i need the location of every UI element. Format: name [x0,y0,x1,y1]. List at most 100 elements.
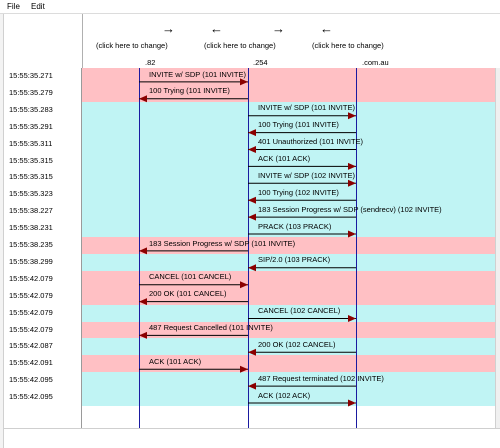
message-row[interactable] [82,372,495,390]
menu-file[interactable]: File [7,2,20,11]
message-row[interactable] [82,186,495,204]
timestamp: 15:55:35.315 [9,155,53,165]
message-arrow[interactable] [248,162,356,170]
timestamp-column [4,68,82,428]
message-row[interactable] [82,355,495,373]
message-arrow[interactable] [248,129,356,137]
arrowhead [248,213,256,221]
message-arrow[interactable] [139,78,248,86]
timestamp: 15:55:42.079 [9,290,53,300]
change-link-2[interactable]: (click here to change) [204,41,276,50]
arrowhead [348,315,356,322]
message-row[interactable] [82,169,495,187]
message-arrow[interactable] [139,365,248,373]
node-label-3: .com.au [362,58,389,67]
change-link-3[interactable]: (click here to change) [312,41,384,50]
message-arrow[interactable] [248,230,356,238]
message-arrow[interactable] [248,315,356,322]
arrowhead [348,162,356,170]
message-row[interactable] [82,253,495,272]
arrowhead [139,247,147,255]
lifeline-2 [248,68,249,428]
timestamp: 15:55:38.299 [9,256,53,266]
message-arrow[interactable] [139,298,248,306]
message-label[interactable]: 183 Session Progress w/ SDP (101 INVITE) [149,238,296,248]
message-label[interactable]: ACK (102 ACK) [258,390,311,400]
message-label[interactable]: 200 OK (102 CANCEL) [258,339,336,349]
change-link-1[interactable]: (click here to change) [96,41,168,50]
direction-arrow-3[interactable]: → [272,21,285,36]
message-label[interactable]: 487 Request Cancelled (101 INVITE) [149,323,273,332]
arrowhead [348,399,356,407]
arrowhead [348,112,356,120]
message-row[interactable] [82,304,495,322]
message-row[interactable] [82,389,495,407]
message-row[interactable] [82,118,495,137]
message-row[interactable] [82,220,495,238]
message-label[interactable]: 401 Unauthorized (101 INVITE) [258,137,364,147]
lifeline-3 [356,68,357,428]
timestamp: 15:55:38.231 [9,223,53,233]
menu-bar: File Edit [0,0,500,14]
message-label[interactable]: INVITE w/ SDP (101 INVITE) [149,69,246,79]
message-label[interactable]: INVITE w/ SDP (101 INVITE) [258,103,355,113]
message-arrow[interactable] [248,146,356,153]
message-arrow[interactable] [248,264,356,272]
message-arrow[interactable] [139,247,248,255]
message-label[interactable]: 487 Request terminated (102 INVITE) [258,373,384,383]
message-label[interactable]: 100 Trying (101 INVITE) [149,86,230,96]
timestamp: 15:55:35.315 [9,172,53,182]
message-label[interactable]: 100 Trying (101 INVITE) [258,120,339,130]
message-arrow[interactable] [248,213,356,221]
direction-arrow-4[interactable]: ← [320,21,333,36]
message-label[interactable]: INVITE w/ SDP (102 INVITE) [258,170,355,180]
arrowhead [248,382,256,390]
message-arrow[interactable] [248,196,356,204]
arrowhead [348,179,356,187]
message-row[interactable] [82,287,495,306]
message-label[interactable]: 183 Session Progress w/ SDP (sendrecv) (… [258,204,442,214]
message-arrow[interactable] [248,399,356,407]
menu-edit[interactable]: Edit [31,2,45,11]
arrowhead [139,298,147,306]
timestamp: 15:55:35.283 [9,104,53,114]
arrowhead [248,348,256,356]
node-label-2: .254 [253,58,268,67]
message-label[interactable]: CANCEL (101 CANCEL) [149,272,232,282]
direction-arrow-2[interactable]: ← [210,21,223,36]
message-row[interactable] [82,152,495,170]
timestamp: 15:55:38.235 [9,240,53,249]
message-arrow[interactable] [248,348,356,356]
message-label[interactable]: SIP/2.0 (103 PRACK) [258,255,331,265]
message-label[interactable]: 200 OK (101 CANCEL) [149,289,227,299]
message-row[interactable] [82,135,495,153]
message-label[interactable]: CANCEL (102 CANCEL) [258,306,341,316]
message-row[interactable] [82,321,495,339]
message-arrow[interactable] [139,281,248,289]
message-arrow[interactable] [248,112,356,120]
arrowhead [240,365,248,373]
timestamp: 15:55:38.227 [9,206,53,216]
message-label[interactable]: ACK (101 ACK) [149,356,202,366]
timestamp: 15:55:42.079 [9,273,53,283]
message-row[interactable] [82,270,495,289]
timestamp: 15:55:42.091 [9,358,53,368]
scrollbar[interactable] [495,68,500,428]
message-row[interactable] [82,84,495,103]
message-arrow[interactable] [248,382,356,390]
message-label[interactable]: ACK (101 ACK) [258,154,311,163]
timestamp: 15:55:35.291 [9,121,53,131]
message-arrow[interactable] [248,179,356,187]
arrowhead [139,95,147,103]
left-gutter [0,14,4,448]
message-row[interactable] [82,68,495,86]
message-row[interactable] [82,101,495,120]
message-row[interactable] [82,338,495,356]
message-arrow[interactable] [139,331,248,339]
direction-arrow-1[interactable]: → [162,21,175,36]
message-row[interactable] [82,203,495,221]
message-label[interactable]: PRACK (103 PRACK) [258,221,332,231]
message-row[interactable] [82,237,495,255]
message-arrow[interactable] [139,95,248,103]
message-label[interactable]: 100 Trying (102 INVITE) [258,187,339,197]
